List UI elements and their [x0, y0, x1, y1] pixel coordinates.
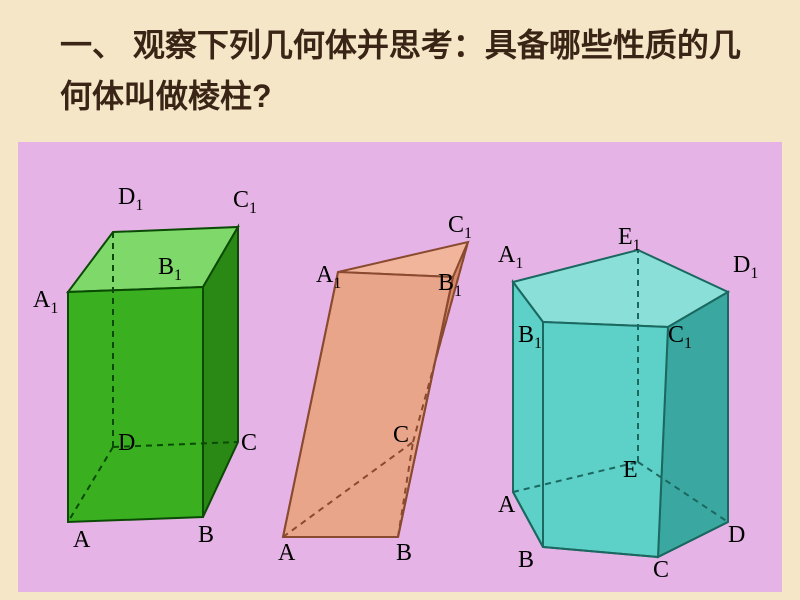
svg-text:E: E: [623, 457, 638, 483]
prism-diagram: ABCDA1B1C1D1ABCA1B1C1ABCDEA1B1C1D1E1: [18, 142, 782, 592]
svg-text:A1: A1: [316, 262, 341, 292]
svg-text:D: D: [728, 522, 745, 548]
svg-text:C1: C1: [233, 187, 257, 217]
title-area: 一、 观察下列几何体并思考：具备哪些性质的几何体叫做棱柱?: [0, 0, 800, 132]
svg-text:B: B: [518, 547, 534, 573]
svg-text:D: D: [118, 430, 135, 456]
svg-text:D1: D1: [118, 184, 143, 214]
svg-text:A1: A1: [33, 287, 58, 317]
svg-text:A: A: [498, 492, 516, 518]
svg-text:C1: C1: [448, 212, 472, 242]
diagram-area: ABCDA1B1C1D1ABCA1B1C1ABCDEA1B1C1D1E1: [18, 142, 782, 592]
svg-text:D1: D1: [733, 252, 758, 282]
svg-text:A1: A1: [498, 242, 523, 272]
svg-text:A: A: [73, 527, 91, 553]
question-title: 一、 观察下列几何体并思考：具备哪些性质的几何体叫做棱柱?: [60, 20, 760, 122]
svg-text:C: C: [241, 430, 257, 456]
svg-text:A: A: [278, 540, 296, 566]
svg-text:C: C: [653, 557, 669, 583]
svg-text:E1: E1: [618, 224, 641, 254]
svg-text:B: B: [396, 540, 412, 566]
svg-text:C: C: [393, 422, 409, 448]
svg-text:B: B: [198, 522, 214, 548]
